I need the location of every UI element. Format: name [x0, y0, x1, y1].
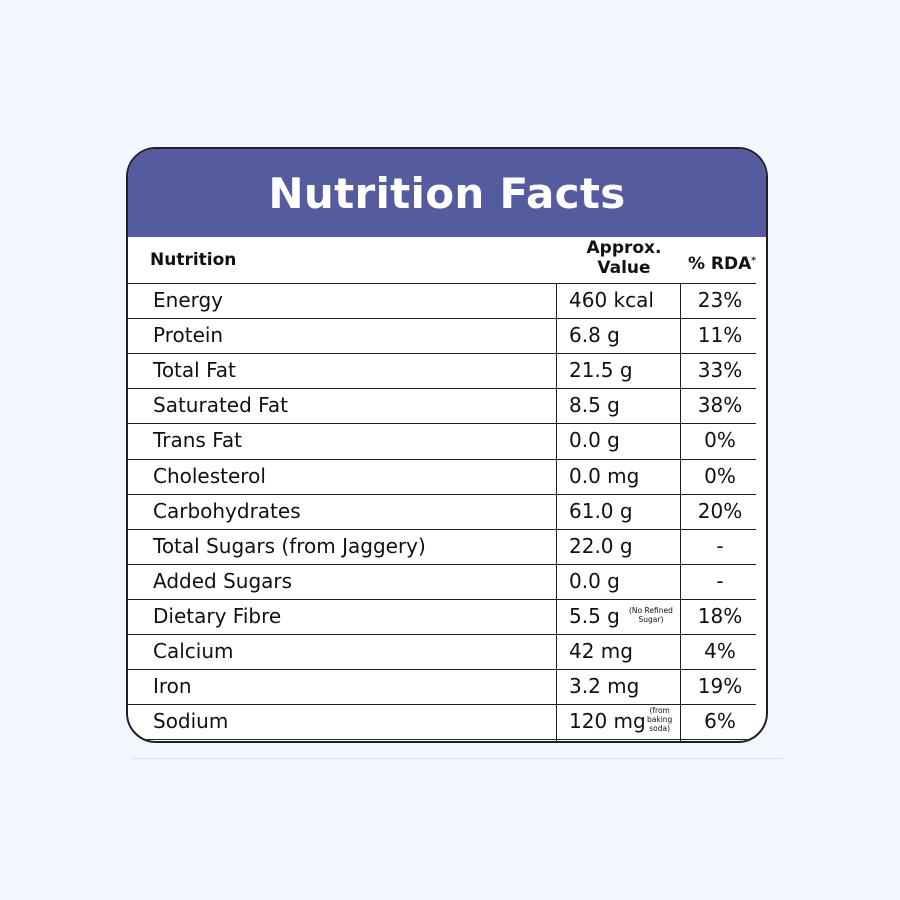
- row-divider: [128, 318, 756, 319]
- nutrient-rda: 6%: [704, 709, 736, 733]
- nutrient-name: Total Sugars (from Jaggery): [153, 534, 426, 558]
- note-line: (from: [649, 706, 670, 715]
- row-divider: [128, 529, 756, 530]
- nutrient-rda: -: [716, 534, 724, 558]
- nutrient-rda: 38%: [697, 393, 743, 417]
- table-row: Protein 6.8 g 11%: [128, 318, 756, 353]
- nutrient-value: 6.8 g: [569, 323, 620, 347]
- bottom-divider: [133, 758, 783, 759]
- column-header-rda: % RDA*: [682, 251, 762, 274]
- row-divider: [128, 494, 756, 495]
- row-divider: [128, 388, 756, 389]
- table-row: Sodium 120 mg (from baking soda) 6%: [128, 704, 756, 739]
- rda-footnote-mark: *: [751, 256, 757, 266]
- nutrient-rda: 19%: [697, 674, 743, 698]
- row-divider: [128, 669, 756, 670]
- column-header-nutrition: Nutrition: [150, 250, 237, 270]
- nutrient-rda: 18%: [697, 604, 743, 628]
- nutrient-name: Protein: [153, 323, 224, 347]
- table-row: Cholesterol 0.0 mg 0%: [128, 459, 756, 494]
- nutrient-value: 8.5 g: [569, 393, 620, 417]
- row-divider: [128, 599, 756, 600]
- nutrient-value: 5.5 g: [569, 604, 620, 628]
- table-row: Energy 460 kcal 23%: [128, 283, 756, 318]
- row-divider: [128, 704, 756, 705]
- note-line: Sugar): [638, 615, 664, 624]
- row-divider: [128, 353, 756, 354]
- row-divider: [128, 423, 756, 424]
- column-header-approx-line1: Approx.: [586, 238, 662, 258]
- nutrition-facts-card: Nutrition Facts Nutrition Approx. Value …: [126, 147, 768, 743]
- nutrient-value: 22.0 g: [569, 534, 633, 558]
- table-row: Added Sugars 0.0 g -: [128, 564, 756, 599]
- table-row: Dietary Fibre 5.5 g (No Refined Sugar) 18%: [128, 599, 756, 634]
- nutrient-rda: 4%: [704, 639, 736, 663]
- table-row: Carbohydrates 61.0 g 20%: [128, 494, 756, 529]
- table-row: Total Sugars (from Jaggery) 22.0 g -: [128, 529, 756, 564]
- nutrient-name: Total Fat: [153, 358, 236, 382]
- nutrient-name: Saturated Fat: [153, 393, 288, 417]
- nutrient-name: Iron: [153, 674, 192, 698]
- nutrient-value: 61.0 g: [569, 499, 633, 523]
- note-line: (No Refined: [629, 606, 673, 615]
- table-row: Saturated Fat 8.5 g 38%: [128, 388, 756, 423]
- nutrient-value: 21.5 g: [569, 358, 633, 382]
- value-column-divider: [556, 283, 557, 741]
- row-divider: [128, 739, 756, 740]
- nutrient-rda: 33%: [697, 358, 743, 382]
- nutrient-rda: 23%: [697, 288, 743, 312]
- row-divider: [128, 459, 756, 460]
- nutrient-rda: -: [716, 569, 724, 593]
- nutrition-facts-header: Nutrition Facts: [128, 149, 766, 237]
- nutrient-rda: 0%: [704, 428, 736, 452]
- column-header-approx-value: Approx. Value: [580, 238, 668, 278]
- table-row: Trans Fat 0.0 g 0%: [128, 423, 756, 458]
- table-row: Total Fat 21.5 g 33%: [128, 353, 756, 388]
- row-divider: [128, 634, 756, 635]
- nutrient-name: Carbohydrates: [153, 499, 301, 523]
- nutrient-value: 0.0 g: [569, 569, 620, 593]
- nutrient-value: 0.0 mg: [569, 464, 640, 488]
- rda-column-divider: [680, 283, 681, 741]
- nutrient-rda: 0%: [704, 464, 736, 488]
- nutrient-name: Calcium: [153, 639, 234, 663]
- row-divider: [128, 564, 756, 565]
- table-row: Iron 3.2 mg 19%: [128, 669, 756, 704]
- nutrient-value: 460 kcal: [569, 288, 654, 312]
- table-row: Calcium 42 mg 4%: [128, 634, 756, 669]
- column-header-approx-line2: Value: [597, 258, 651, 278]
- nutrient-name: Cholesterol: [153, 464, 266, 488]
- note-line: soda): [649, 724, 671, 733]
- nutrient-name: Dietary Fibre: [153, 604, 282, 628]
- nutrient-rda: 20%: [697, 499, 743, 523]
- nutrient-name: Energy: [153, 288, 224, 312]
- nutrient-rda: 11%: [697, 323, 743, 347]
- nutrient-value: 3.2 mg: [569, 674, 640, 698]
- nutrient-name: Trans Fat: [153, 428, 242, 452]
- row-divider: [128, 283, 756, 284]
- nutrient-value-note: (No Refined Sugar): [629, 606, 673, 624]
- note-line: baking: [647, 715, 673, 724]
- nutrient-value-note: (from baking soda): [647, 706, 672, 733]
- nutrition-facts-title: Nutrition Facts: [268, 168, 626, 218]
- nutrient-name: Sodium: [153, 709, 229, 733]
- column-header-rda-label: % RDA: [687, 254, 752, 274]
- nutrient-value: 0.0 g: [569, 428, 620, 452]
- nutrient-value: 42 mg: [569, 639, 633, 663]
- nutrient-name: Added Sugars: [153, 569, 293, 593]
- nutrient-value: 120 mg: [569, 709, 646, 733]
